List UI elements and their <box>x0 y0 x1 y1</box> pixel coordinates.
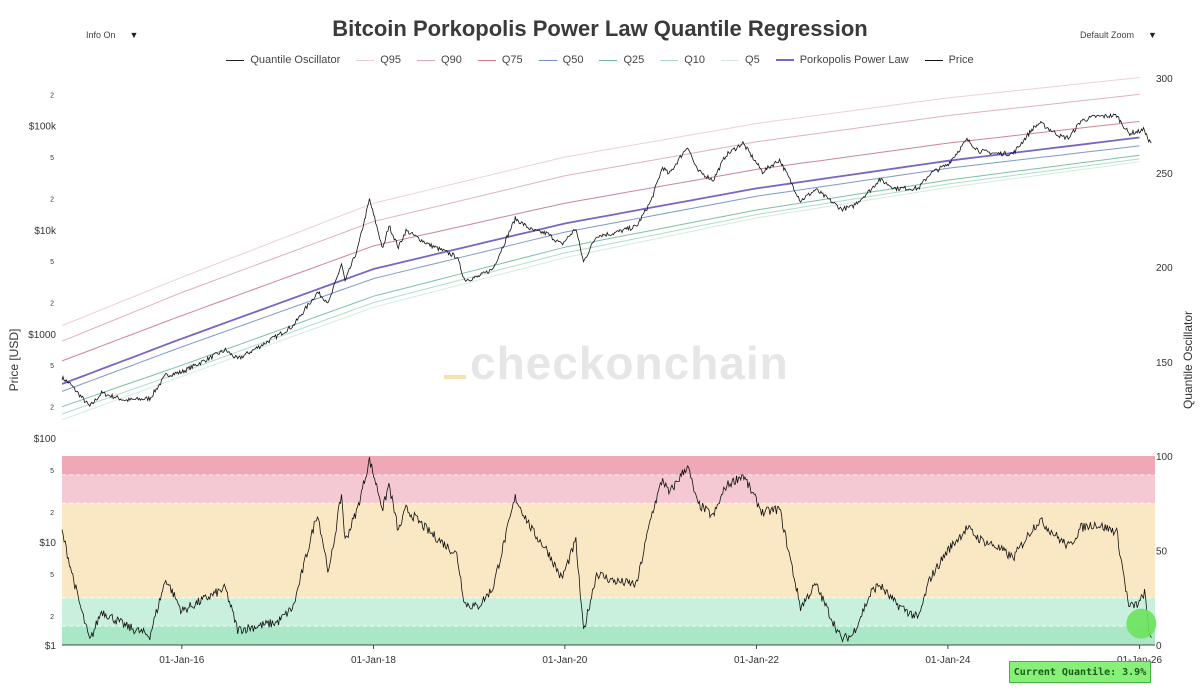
oscillator-y2-tick-label: 250 <box>1156 169 1173 180</box>
legend-swatch <box>477 59 496 61</box>
oscillator-y2-tick-label: 200 <box>1156 263 1173 274</box>
band-q90 <box>61 93 1140 342</box>
legend-item[interactable]: Q10 <box>660 54 705 66</box>
legend-swatch <box>226 59 245 61</box>
oscillator-left-tick-label: 2 <box>50 614 54 621</box>
price-y-tick-label: $1000 <box>28 330 56 341</box>
legend-label: Q25 <box>623 54 645 66</box>
legend-item[interactable]: Q95 <box>356 54 401 66</box>
legend-label: Quantile Oscillator <box>250 54 341 66</box>
legend-item[interactable]: Q50 <box>538 54 584 66</box>
zoom-dropdown[interactable]: Default Zoom ▼ <box>1080 30 1157 40</box>
legend-swatch <box>660 59 679 61</box>
oscillator-y2-tick-label: 150 <box>1156 358 1173 369</box>
band-q75 <box>61 120 1140 362</box>
legend-label: Porkopolis Power Law <box>799 54 909 66</box>
price-axis-title: Price [USD] <box>7 329 21 392</box>
legend-label: Q10 <box>684 54 706 66</box>
legend-swatch <box>599 59 618 61</box>
x-tick-label: 01-Jan-22 <box>734 655 779 666</box>
zoom-label: Default Zoom <box>1080 30 1135 40</box>
legend-label: Q50 <box>562 54 584 66</box>
oscillator-zone <box>62 597 1155 627</box>
chart-title: Bitcoin Porkopolis Power Law Quantile Re… <box>332 16 868 41</box>
oscillator-left-tick-label: $1 <box>45 641 57 652</box>
oscillator-zone <box>62 474 1155 504</box>
x-tick-label: 01-Jan-18 <box>351 655 396 666</box>
watermark-logo-bar <box>444 375 466 379</box>
oscillator-left-tick-label: 5 <box>50 572 54 579</box>
chevron-down-icon: ▼ <box>1148 30 1157 40</box>
oscillator-y2-tick-label: 300 <box>1156 74 1173 85</box>
legend-item[interactable]: Quantile Oscillator <box>226 54 340 66</box>
legend-label: Q5 <box>745 54 760 66</box>
legend-swatch <box>721 59 740 61</box>
x-tick-label: 01-Jan-16 <box>159 655 204 666</box>
x-tick-label: 01-Jan-26 <box>1117 655 1162 666</box>
watermark: checkonchain <box>444 336 789 390</box>
chevron-down-icon: ▼ <box>129 30 139 40</box>
legend-item[interactable]: Q75 <box>477 54 523 66</box>
oscillator-left-tick-label: 5 <box>50 468 54 475</box>
price-y-tick-label: 2 <box>50 301 54 308</box>
legend-item[interactable]: Porkopolis Power Law <box>775 54 909 66</box>
info-toggle-label: Info On <box>86 30 116 40</box>
price-y-tick-label: 2 <box>50 196 54 203</box>
x-tick-label: 01-Jan-20 <box>542 655 587 666</box>
legend-item[interactable]: Price <box>924 54 974 66</box>
oscillator-right-tick-label: 0 <box>1156 641 1162 652</box>
band-q5 <box>61 161 1140 421</box>
x-tick-label: 01-Jan-24 <box>925 655 970 666</box>
band-q95 <box>61 77 1140 327</box>
series-price <box>61 112 1152 408</box>
band-porkopolis-power-law <box>61 136 1140 385</box>
price-y-tick-label: 5 <box>50 363 54 370</box>
band-q50 <box>61 145 1140 392</box>
price-y-tick-label: 2 <box>50 92 54 99</box>
oscillator-zone <box>62 503 1155 598</box>
legend-label: Q75 <box>501 54 523 66</box>
legend-label: Q90 <box>441 54 462 66</box>
legend-label: Q95 <box>380 54 402 66</box>
oscillator-axis-title: Quantile Oscillator <box>1181 311 1195 409</box>
chart-legend: Quantile Oscillator Q95 Q90 Q75 Q50 Q25 Q10 Q5 P… <box>0 54 1200 66</box>
oscillator-right-tick-label: 50 <box>1156 547 1168 558</box>
price-y-tick-label: $10k <box>34 226 57 237</box>
legend-swatch <box>356 59 375 61</box>
oscillator-left-tick-label: 2 <box>50 510 54 517</box>
series-quantile-oscillator <box>61 456 1152 644</box>
legend-swatch <box>417 59 436 61</box>
price-y-tick-label: 5 <box>50 259 54 266</box>
legend-item[interactable]: Q25 <box>599 54 644 66</box>
watermark-text: checkonchain <box>470 337 789 389</box>
legend-swatch <box>538 59 557 61</box>
band-q25 <box>61 154 1140 408</box>
legend-swatch <box>924 59 943 61</box>
info-toggle-dropdown[interactable]: Info On ▼ <box>86 30 138 40</box>
current-point-marker <box>1126 608 1157 639</box>
legend-item[interactable]: Q90 <box>417 54 462 66</box>
oscillator-left-tick-label: $10 <box>39 538 56 549</box>
price-y-tick-label: 2 <box>50 405 54 412</box>
oscillator-zone <box>62 456 1155 475</box>
price-y-tick-label: 5 <box>50 155 54 162</box>
legend-label: Price <box>948 54 974 66</box>
legend-swatch <box>775 59 794 61</box>
price-y-tick-label: $100 <box>34 434 57 445</box>
price-y-tick-label: $100k <box>29 122 57 133</box>
legend-item[interactable]: Q5 <box>721 54 760 66</box>
current-quantile-badge: Current Quantile: 3.9% <box>1009 661 1151 683</box>
oscillator-zone <box>62 626 1155 645</box>
oscillator-right-tick-label: 100 <box>1156 452 1173 463</box>
